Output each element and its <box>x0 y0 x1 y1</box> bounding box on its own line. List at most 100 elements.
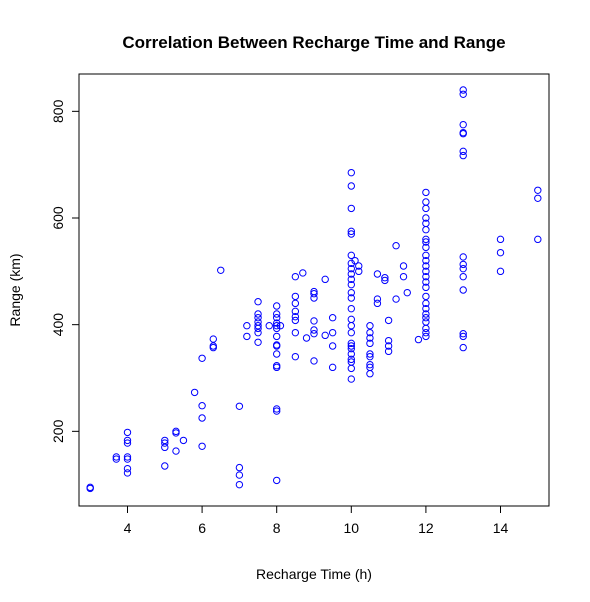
data-point <box>355 267 363 276</box>
data-point <box>172 447 180 455</box>
data-point <box>198 442 206 450</box>
data-point <box>347 358 356 366</box>
data-point <box>172 427 180 436</box>
data-point <box>422 219 430 228</box>
data-point <box>384 336 393 345</box>
data-point <box>272 314 281 322</box>
data-point <box>272 341 281 349</box>
data-point <box>355 262 363 270</box>
data-point <box>422 267 430 276</box>
data-point <box>347 315 356 324</box>
data-point <box>328 363 337 372</box>
data-point <box>198 354 206 362</box>
data-point <box>392 242 400 250</box>
data-point <box>328 314 337 322</box>
data-point <box>254 328 262 337</box>
data-point <box>459 286 467 294</box>
data-point <box>422 235 430 244</box>
data-point <box>347 294 356 302</box>
data-point <box>459 330 467 338</box>
data-point <box>243 332 251 341</box>
data-point <box>459 332 467 341</box>
data-point <box>459 264 467 273</box>
data-point <box>422 292 430 301</box>
data-point <box>243 322 251 330</box>
data-point <box>422 318 430 326</box>
y-tick-label: 600 <box>50 206 66 230</box>
data-point <box>123 469 132 477</box>
data-point <box>422 188 430 197</box>
data-point <box>310 357 318 365</box>
x-tick-label: 8 <box>273 520 281 536</box>
data-point <box>347 259 356 268</box>
data-point <box>123 464 132 473</box>
data-point <box>321 331 329 340</box>
data-point <box>422 283 430 292</box>
data-point <box>272 407 281 415</box>
data-point <box>272 319 281 327</box>
data-point <box>347 230 356 238</box>
data-point <box>366 334 374 342</box>
data-point <box>347 375 356 383</box>
x-tick-label: 10 <box>344 520 360 536</box>
data-point <box>373 295 382 303</box>
data-point <box>381 274 389 282</box>
data-point <box>459 86 467 94</box>
data-point <box>422 256 430 265</box>
data-point <box>254 314 262 322</box>
data-point <box>496 248 505 257</box>
data-point <box>459 90 467 98</box>
data-point <box>347 264 356 273</box>
data-point <box>272 332 281 341</box>
data-point <box>459 272 467 281</box>
data-point <box>235 471 244 479</box>
data-point <box>161 462 169 470</box>
data-point <box>414 335 423 344</box>
data-point <box>254 318 262 326</box>
y-tick-label: 400 <box>50 313 66 337</box>
y-axis: 200 400 600 800 <box>50 99 80 443</box>
data-point <box>347 251 356 260</box>
data-point <box>422 251 430 260</box>
data-point <box>422 324 430 333</box>
data-point <box>299 269 307 277</box>
data-point <box>123 428 132 437</box>
data-point <box>351 256 359 265</box>
data-point <box>422 299 430 308</box>
data-point <box>235 480 244 489</box>
data-point <box>459 128 467 137</box>
data-point <box>422 262 430 270</box>
data-point <box>123 455 132 463</box>
data-point <box>235 463 244 472</box>
plot-frame <box>78 73 550 507</box>
data-point <box>291 307 300 316</box>
data-point <box>422 226 430 234</box>
data-point <box>291 328 300 337</box>
data-point <box>496 267 505 276</box>
data-point <box>534 235 542 244</box>
data-point <box>384 347 393 356</box>
x-tick-label: 12 <box>418 520 434 536</box>
data-point <box>302 334 311 342</box>
data-point <box>276 322 285 330</box>
data-point <box>272 310 281 318</box>
data-point <box>347 364 356 373</box>
data-point <box>272 302 281 310</box>
data-point <box>217 266 225 274</box>
data-point <box>459 260 467 269</box>
data-point <box>198 402 206 410</box>
data-point <box>347 168 356 177</box>
data-point <box>161 439 169 447</box>
data-point <box>366 322 374 330</box>
data-point <box>272 362 281 370</box>
data-point <box>347 275 356 284</box>
data-point <box>310 326 318 334</box>
data-point <box>310 287 318 296</box>
data-point <box>422 314 430 322</box>
data-point <box>373 270 382 278</box>
data-point <box>403 288 411 297</box>
x-axis-label: Recharge Time (h) <box>256 566 372 582</box>
data-point <box>123 439 132 447</box>
data-point <box>310 317 318 325</box>
